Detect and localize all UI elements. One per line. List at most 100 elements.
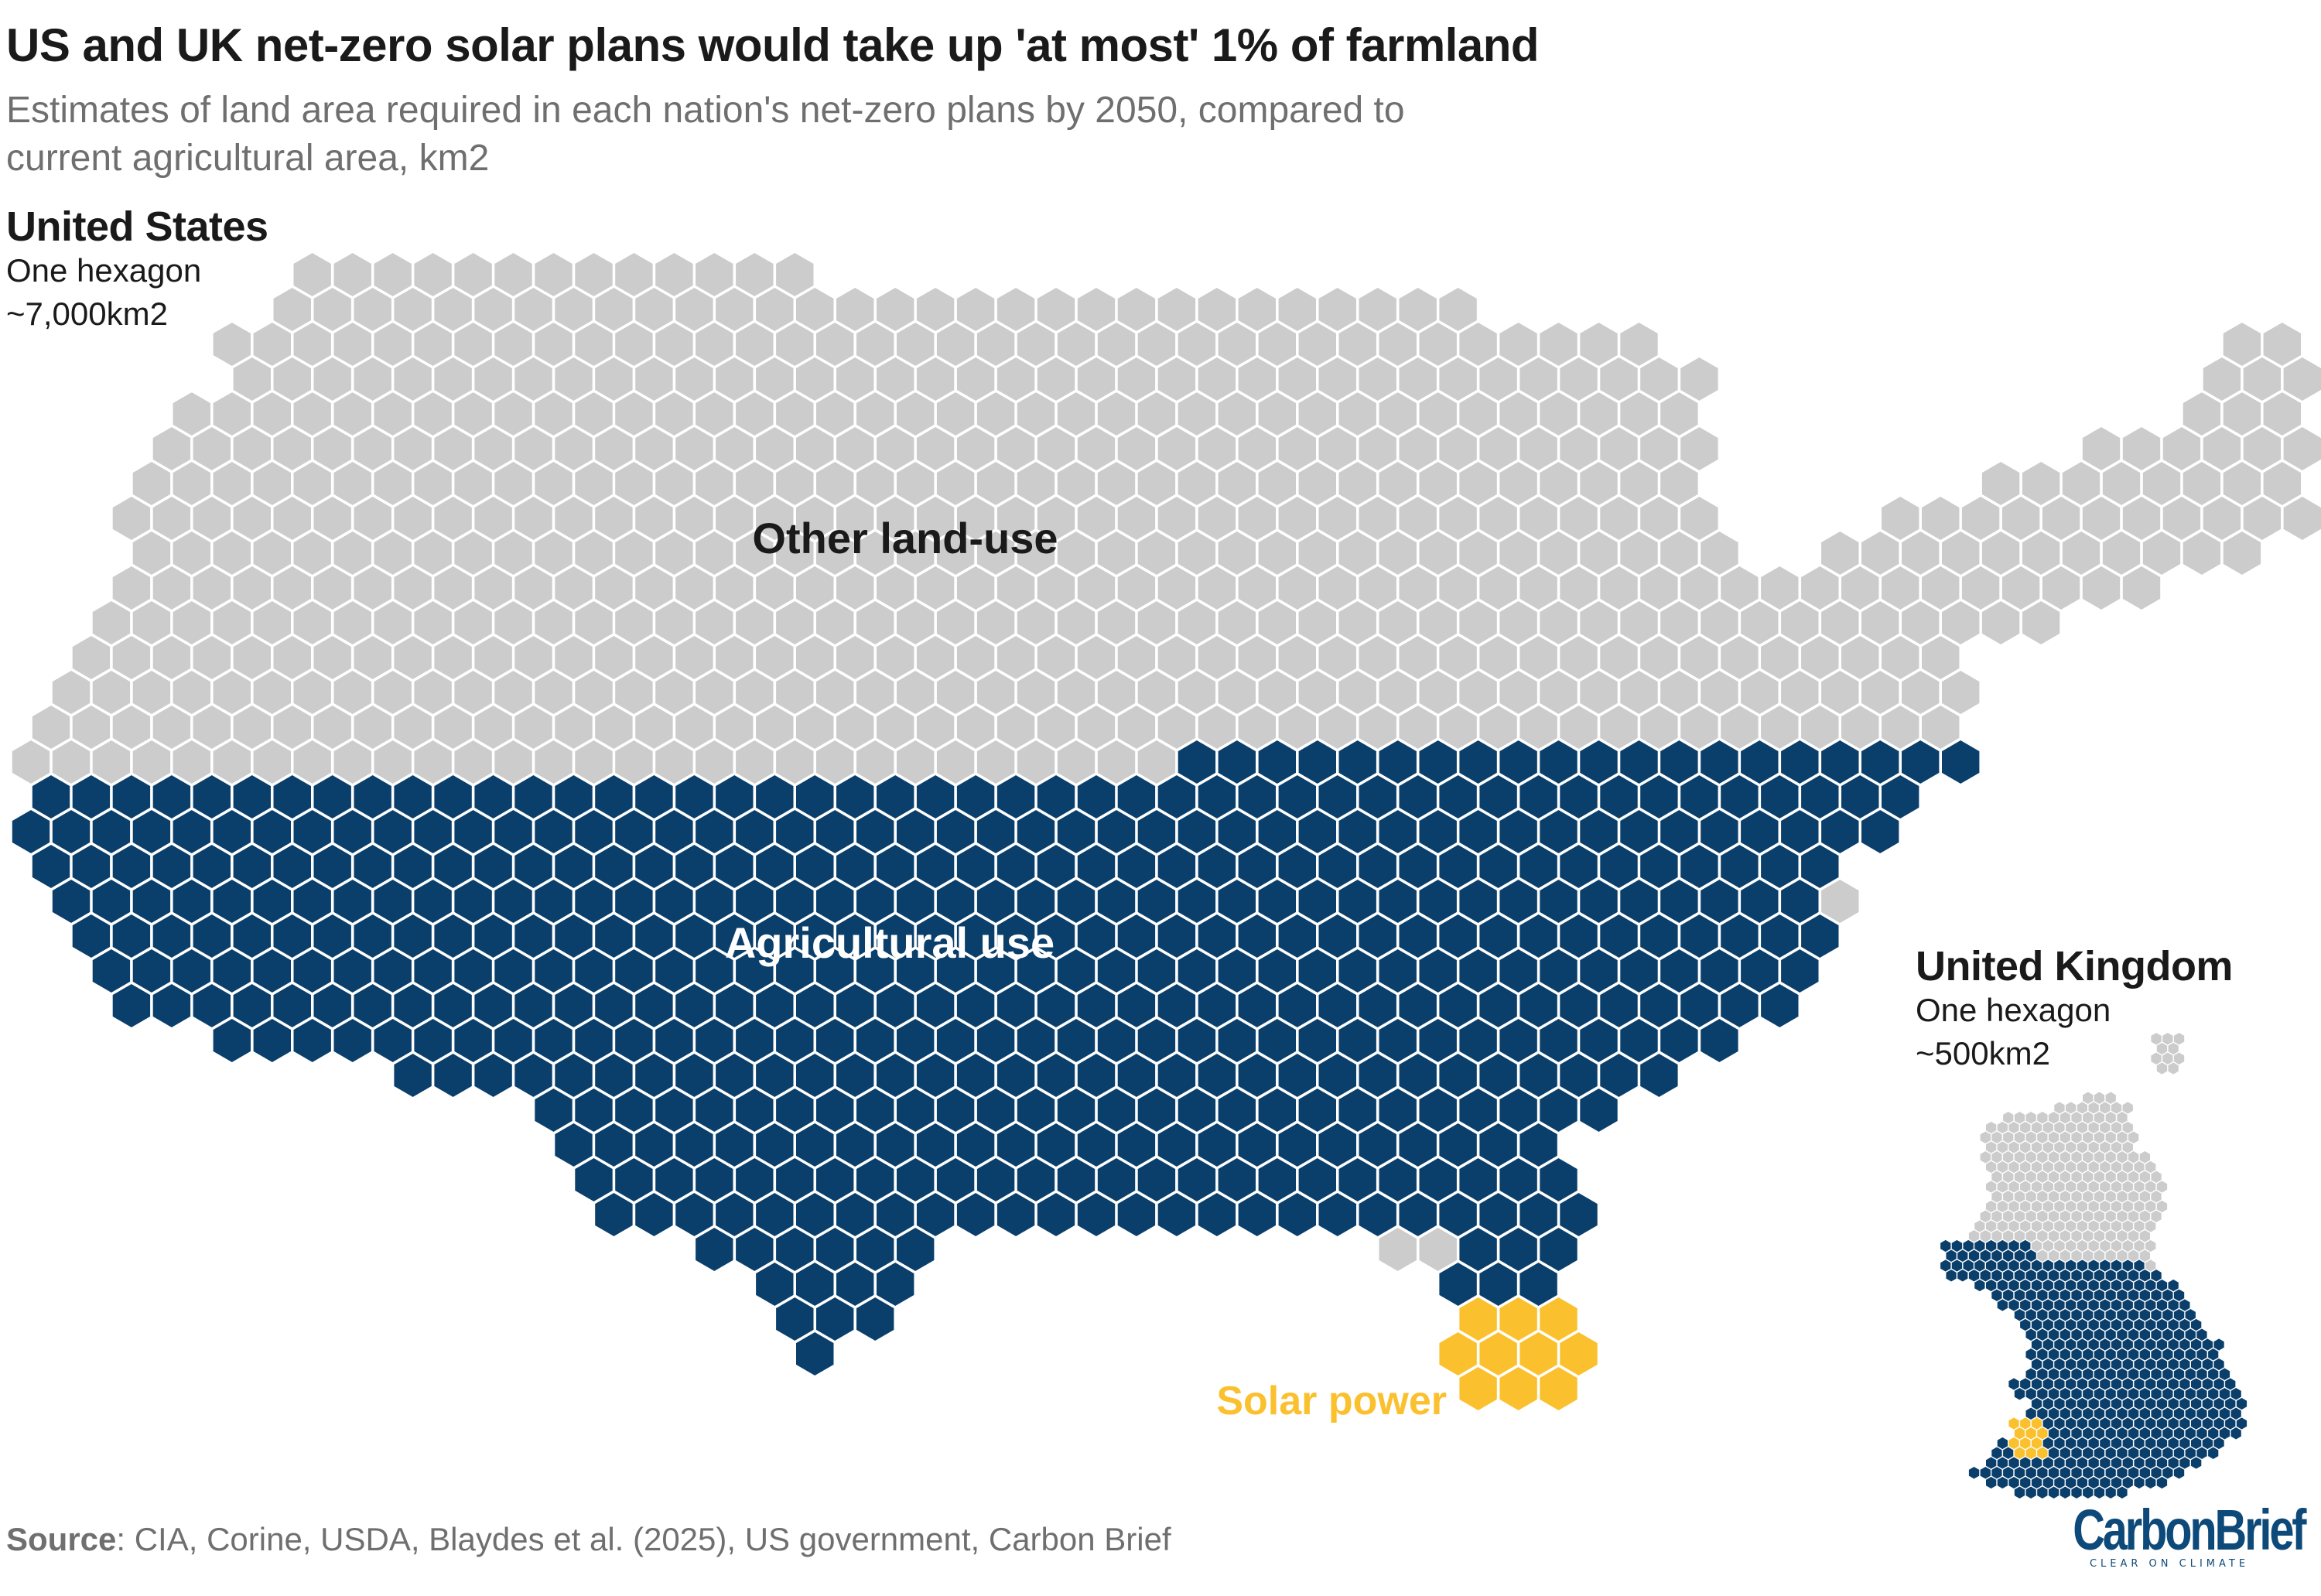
us-hex-other — [1840, 564, 1881, 612]
us-hex-agricultural — [955, 1191, 996, 1239]
us-hex-agricultural — [1216, 1156, 1257, 1204]
us-hex-agricultural — [1800, 842, 1841, 890]
us-hex-agricultural — [151, 912, 193, 960]
us-hex-agricultural — [1417, 808, 1458, 856]
us-hex-agricultural — [1679, 773, 1720, 821]
us-hex-other — [2161, 494, 2203, 542]
us-hex-other — [131, 529, 173, 577]
us-hex-agricultural — [1055, 808, 1097, 856]
us-hex-agricultural — [1739, 947, 1780, 995]
us-hex-other — [754, 425, 795, 473]
us-hex-other — [1679, 703, 1720, 751]
us-hex-other — [1216, 529, 1257, 577]
us-hex-solar — [1478, 1330, 1519, 1378]
us-hex-agricultural — [1035, 912, 1077, 960]
us-hex-agricultural — [694, 1017, 735, 1065]
us-hex-agricultural — [1236, 912, 1277, 960]
us-hex-other — [815, 320, 856, 368]
us-hex-other — [1075, 703, 1117, 751]
us-hex-other — [1317, 564, 1358, 612]
us-hex-other — [734, 460, 775, 508]
uk-unit-line1: One hexagon — [1916, 992, 2111, 1028]
us-hex-other — [272, 564, 313, 612]
us-hex-other — [734, 599, 775, 647]
us-hex-agricultural — [975, 1156, 1017, 1204]
us-hex-agricultural — [1538, 1156, 1579, 1204]
us-hex-other — [654, 460, 695, 508]
us-hex-agricultural — [855, 877, 896, 925]
us-hex-other — [634, 355, 675, 403]
us-hex-other — [975, 668, 1017, 716]
us-hex-other — [1256, 529, 1297, 577]
us-hex-agricultural — [1156, 842, 1198, 890]
us-hex-other — [553, 564, 594, 612]
us-hex-agricultural — [1277, 982, 1318, 1030]
us-hex-other — [513, 425, 554, 473]
us-hex-agricultural — [171, 877, 212, 925]
us-hex-agricultural — [754, 982, 795, 1030]
us-hex-other — [774, 390, 815, 438]
uk-hex-agricultural — [2059, 1485, 2071, 1500]
uk-hex-agricultural — [2013, 1485, 2026, 1500]
us-hex-agricultural — [654, 947, 695, 995]
us-hex-other — [211, 390, 252, 438]
us-hex-other — [171, 529, 212, 577]
us-hex-other — [151, 564, 193, 612]
us-hex-other — [2241, 494, 2283, 542]
us-hex-other — [272, 634, 313, 682]
us-hex-agricultural — [895, 877, 936, 925]
us-hex-agricultural — [1096, 877, 1137, 925]
us-hex-agricultural — [1317, 982, 1358, 1030]
us-hex-agricultural — [432, 842, 473, 890]
us-hex-agricultural — [1578, 738, 1619, 786]
us-hex-other — [1458, 390, 1499, 438]
us-hex-other — [1659, 599, 1700, 647]
us-hex-other — [1478, 494, 1519, 542]
us-hex-agricultural — [1176, 947, 1218, 995]
us-hex-agricultural — [815, 947, 856, 995]
us-hex-agricultural — [1096, 808, 1137, 856]
us-hex-agricultural — [654, 1156, 695, 1204]
us-hex-other — [1236, 494, 1277, 542]
us-hex-agricultural — [1659, 877, 1700, 925]
us-hex-other — [191, 425, 232, 473]
uk-hex-agricultural — [2155, 1475, 2169, 1490]
us-hex-agricultural — [1598, 982, 1639, 1030]
us-hex-other — [795, 703, 836, 751]
us-hex-other — [473, 285, 514, 333]
uk-hex-agricultural — [1985, 1475, 1998, 1490]
us-hex-other — [593, 703, 634, 751]
us-hex-other — [1156, 634, 1198, 682]
us-hex-agricultural — [211, 1017, 252, 1065]
us-hex-agricultural — [1236, 1051, 1277, 1099]
us-hex-agricultural — [1518, 773, 1559, 821]
us-hex-other — [493, 460, 534, 508]
us-hex-agricultural — [10, 808, 52, 856]
us-hex-other — [955, 703, 996, 751]
us-hex-agricultural — [754, 1121, 795, 1169]
us-hex-agricultural — [835, 912, 876, 960]
us-hex-other — [1196, 634, 1238, 682]
us-hex-other — [1297, 320, 1338, 368]
us-hex-agricultural — [432, 912, 473, 960]
us-hex-agricultural — [392, 773, 433, 821]
us-hex-agricultural — [91, 947, 132, 995]
us-hex-other — [493, 251, 534, 299]
us-hex-agricultural — [914, 912, 956, 960]
us-hex-agricultural — [1558, 982, 1599, 1030]
us-hex-agricultural — [1417, 947, 1458, 995]
us-hex-agricultural — [1297, 877, 1338, 925]
us-hex-agricultural — [1337, 947, 1378, 995]
us-hex-other — [995, 634, 1037, 682]
us-hex-other — [1940, 599, 1981, 647]
us-hex-agricultural — [191, 982, 232, 1030]
us-hex-other — [694, 529, 735, 577]
us-hex-agricultural — [815, 1017, 856, 1065]
us-hex-other — [432, 285, 473, 333]
us-hex-agricultural — [30, 773, 72, 821]
us-hex-agricultural — [995, 773, 1037, 821]
us-hex-other — [1417, 390, 1458, 438]
us-hex-other — [493, 599, 534, 647]
us-hex-agricultural — [1417, 1017, 1458, 1065]
us-hex-agricultural — [151, 982, 193, 1030]
